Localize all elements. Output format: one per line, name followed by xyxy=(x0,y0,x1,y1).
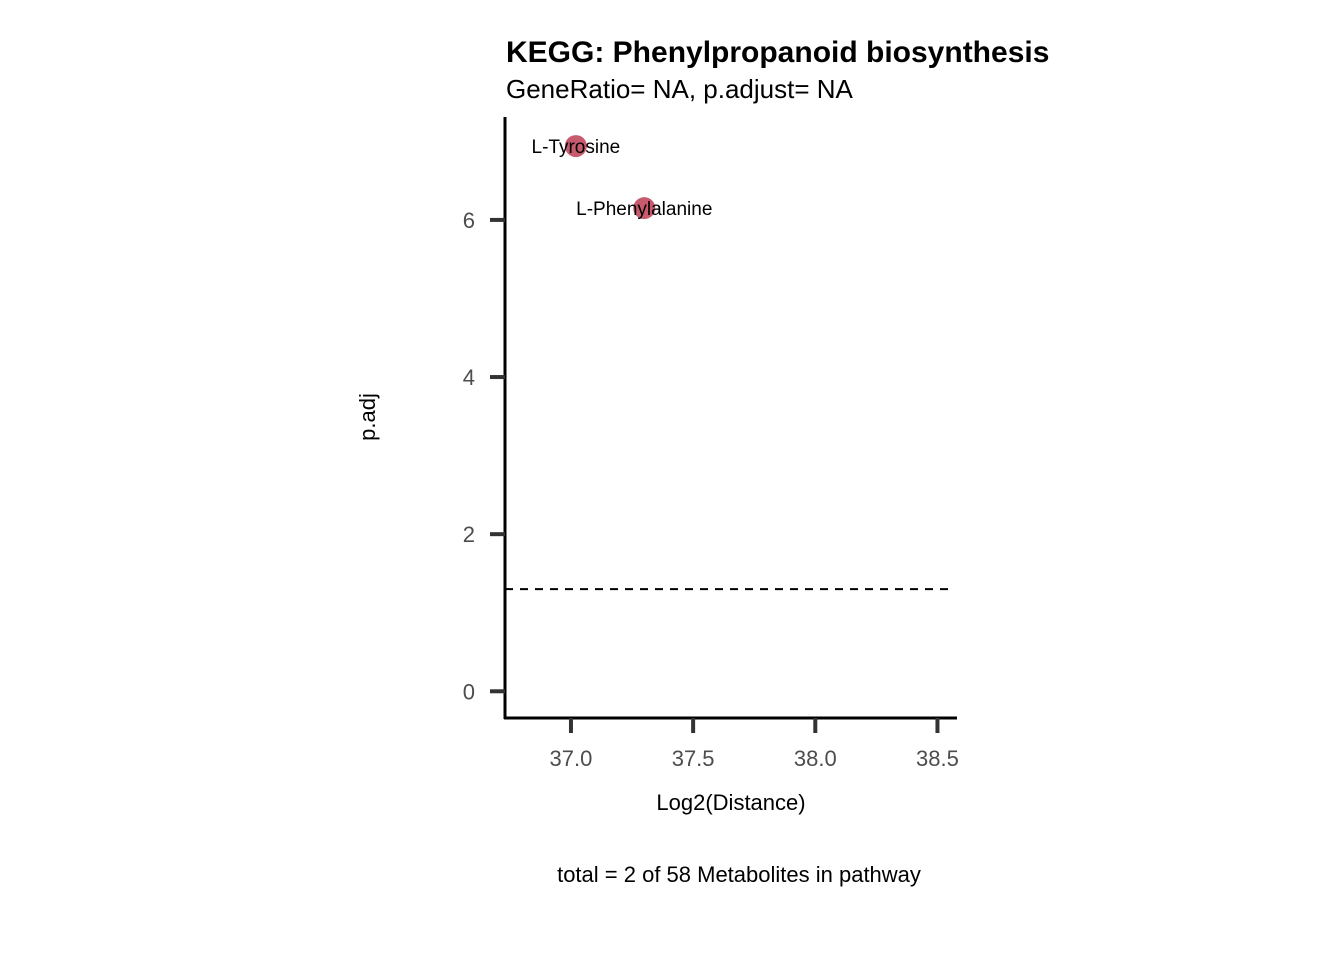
x-tick-label: 38.5 xyxy=(916,746,959,771)
data-point xyxy=(564,135,587,158)
chart-title: KEGG: Phenylpropanoid biosynthesis xyxy=(506,36,1049,69)
point-label: L-Phenylalanine xyxy=(576,199,712,220)
chart-subtitle: GeneRatio= NA, p.adjust= NA xyxy=(506,74,854,104)
y-tick-label: 2 xyxy=(463,522,475,547)
x-tick-label: 37.5 xyxy=(672,746,715,771)
x-tick-label: 37.0 xyxy=(550,746,593,771)
point-label: L-Tyrosine xyxy=(532,137,621,158)
x-tick-label: 38.0 xyxy=(794,746,837,771)
y-tick-label: 6 xyxy=(463,208,475,233)
y-tick-label: 0 xyxy=(463,679,475,704)
y-axis-label: p.adj xyxy=(355,393,380,441)
data-point xyxy=(633,197,656,220)
x-axis-label: Log2(Distance) xyxy=(656,790,805,815)
chart-caption: total = 2 of 58 Metabolites in pathway xyxy=(557,862,921,887)
y-tick-label: 4 xyxy=(463,365,475,390)
